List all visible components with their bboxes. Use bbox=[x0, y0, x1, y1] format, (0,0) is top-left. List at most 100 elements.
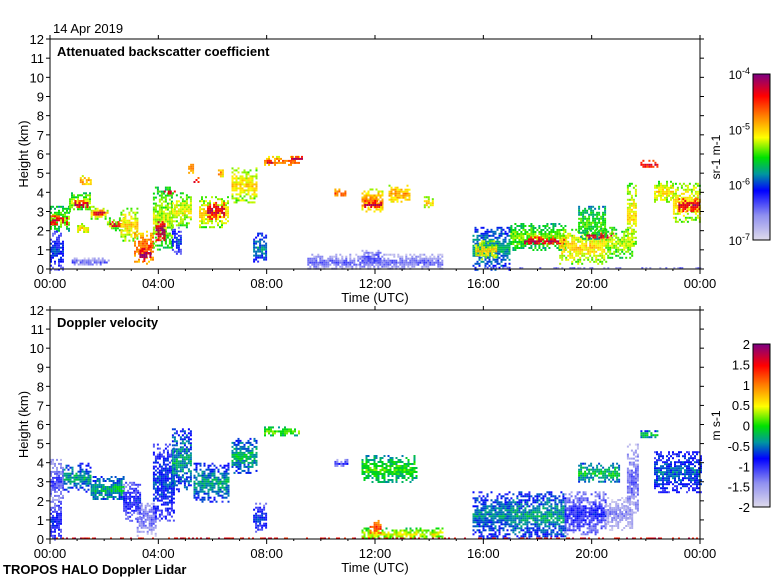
echo-cell bbox=[85, 181, 88, 184]
echo-cell bbox=[164, 236, 167, 239]
echo-cell bbox=[77, 202, 79, 205]
echo-cell bbox=[598, 205, 601, 208]
echo-cell bbox=[255, 258, 258, 261]
echo-cell bbox=[595, 244, 598, 247]
echo-cell bbox=[484, 236, 487, 239]
echo-cell bbox=[373, 198, 376, 201]
echo-cell bbox=[676, 210, 679, 213]
echo-cell bbox=[542, 247, 545, 249]
echo-cell bbox=[201, 212, 203, 215]
colorbar-segment bbox=[753, 218, 770, 220]
echo-cell bbox=[103, 211, 106, 214]
echo-cell bbox=[640, 163, 643, 166]
echo-cell bbox=[684, 202, 687, 205]
echo-cell bbox=[157, 239, 160, 242]
echo-cell bbox=[213, 213, 216, 216]
echo-cell bbox=[656, 198, 658, 201]
echo-cell bbox=[577, 248, 580, 251]
echo-cell bbox=[598, 221, 601, 224]
echo-cell bbox=[50, 238, 52, 241]
echo-cell bbox=[364, 200, 367, 202]
echo-cell bbox=[563, 248, 566, 251]
echo-cell bbox=[87, 177, 90, 180]
echo-cell bbox=[680, 200, 683, 203]
echo-cell bbox=[106, 223, 109, 226]
echo-cell bbox=[156, 479, 159, 482]
echo-cell bbox=[398, 192, 401, 195]
echo-cell bbox=[257, 246, 260, 249]
echo-cell bbox=[120, 478, 123, 480]
echo-cell bbox=[124, 215, 127, 218]
echo-cell bbox=[152, 258, 154, 261]
echo-cell bbox=[536, 249, 539, 251]
echo-cell bbox=[62, 205, 64, 208]
echo-cell bbox=[64, 211, 66, 214]
echo-cell bbox=[603, 267, 606, 270]
echo-cell bbox=[94, 496, 97, 498]
echo-cell bbox=[58, 512, 60, 515]
echo-cell bbox=[235, 189, 238, 192]
echo-cell bbox=[56, 484, 58, 487]
echo-cell bbox=[83, 480, 86, 483]
echo-cell bbox=[102, 213, 105, 216]
echo-cell bbox=[75, 259, 78, 262]
echo-cell bbox=[225, 222, 227, 225]
echo-cell bbox=[486, 244, 489, 247]
echo-cell bbox=[146, 502, 149, 505]
echo-cell bbox=[233, 169, 236, 172]
echo-cell bbox=[92, 486, 95, 488]
echo-cell bbox=[255, 181, 258, 184]
echo-cell bbox=[317, 265, 320, 268]
echo-cell bbox=[672, 216, 675, 219]
echo-cell bbox=[110, 227, 113, 230]
echo-cell bbox=[122, 235, 125, 238]
echo-cell bbox=[175, 214, 178, 217]
echo-cell bbox=[146, 240, 148, 243]
echo-cell bbox=[81, 261, 84, 264]
echo-cell bbox=[225, 204, 227, 207]
echo-cell bbox=[58, 498, 60, 501]
echo-cell bbox=[584, 217, 587, 220]
echo-cell bbox=[504, 254, 507, 257]
echo-cell bbox=[367, 261, 370, 264]
echo-cell bbox=[58, 217, 60, 220]
echo-cell bbox=[168, 198, 171, 201]
echo-cell bbox=[114, 223, 117, 226]
echo-cell bbox=[301, 157, 303, 160]
echo-cell bbox=[137, 491, 140, 494]
echo-cell bbox=[487, 250, 490, 253]
echo-cell bbox=[69, 472, 72, 475]
echo-cell bbox=[54, 508, 56, 511]
echo-cell bbox=[552, 238, 554, 241]
echo-cell bbox=[550, 238, 552, 241]
echo-cell bbox=[630, 210, 633, 213]
echo-cell bbox=[698, 208, 701, 211]
echo-cell bbox=[491, 267, 494, 270]
echo-cell bbox=[89, 482, 92, 485]
echo-cell bbox=[361, 198, 364, 201]
echo-cell bbox=[561, 240, 564, 243]
echo-cell bbox=[54, 488, 56, 491]
echo-cell bbox=[409, 261, 412, 264]
echo-cell bbox=[487, 242, 490, 245]
echo-cell bbox=[407, 263, 410, 266]
echo-cell bbox=[150, 526, 153, 529]
echo-cell bbox=[690, 202, 693, 205]
echo-cell bbox=[321, 257, 324, 260]
echo-cell bbox=[496, 242, 499, 245]
echo-feature bbox=[139, 246, 152, 262]
echo-cell bbox=[504, 250, 507, 253]
echo-cell bbox=[163, 225, 166, 228]
echo-cell bbox=[686, 188, 689, 191]
echo-cell bbox=[152, 443, 155, 446]
echo-cell bbox=[315, 257, 318, 260]
echo-feature bbox=[134, 230, 154, 265]
echo-cell bbox=[231, 193, 234, 196]
echo-cell bbox=[648, 159, 651, 162]
echo-cell bbox=[599, 240, 602, 243]
echo-cell bbox=[654, 192, 656, 195]
echo-cell bbox=[613, 238, 616, 241]
echo-cell bbox=[607, 238, 610, 241]
echo-cell bbox=[611, 238, 614, 241]
echo-cell bbox=[580, 211, 583, 214]
